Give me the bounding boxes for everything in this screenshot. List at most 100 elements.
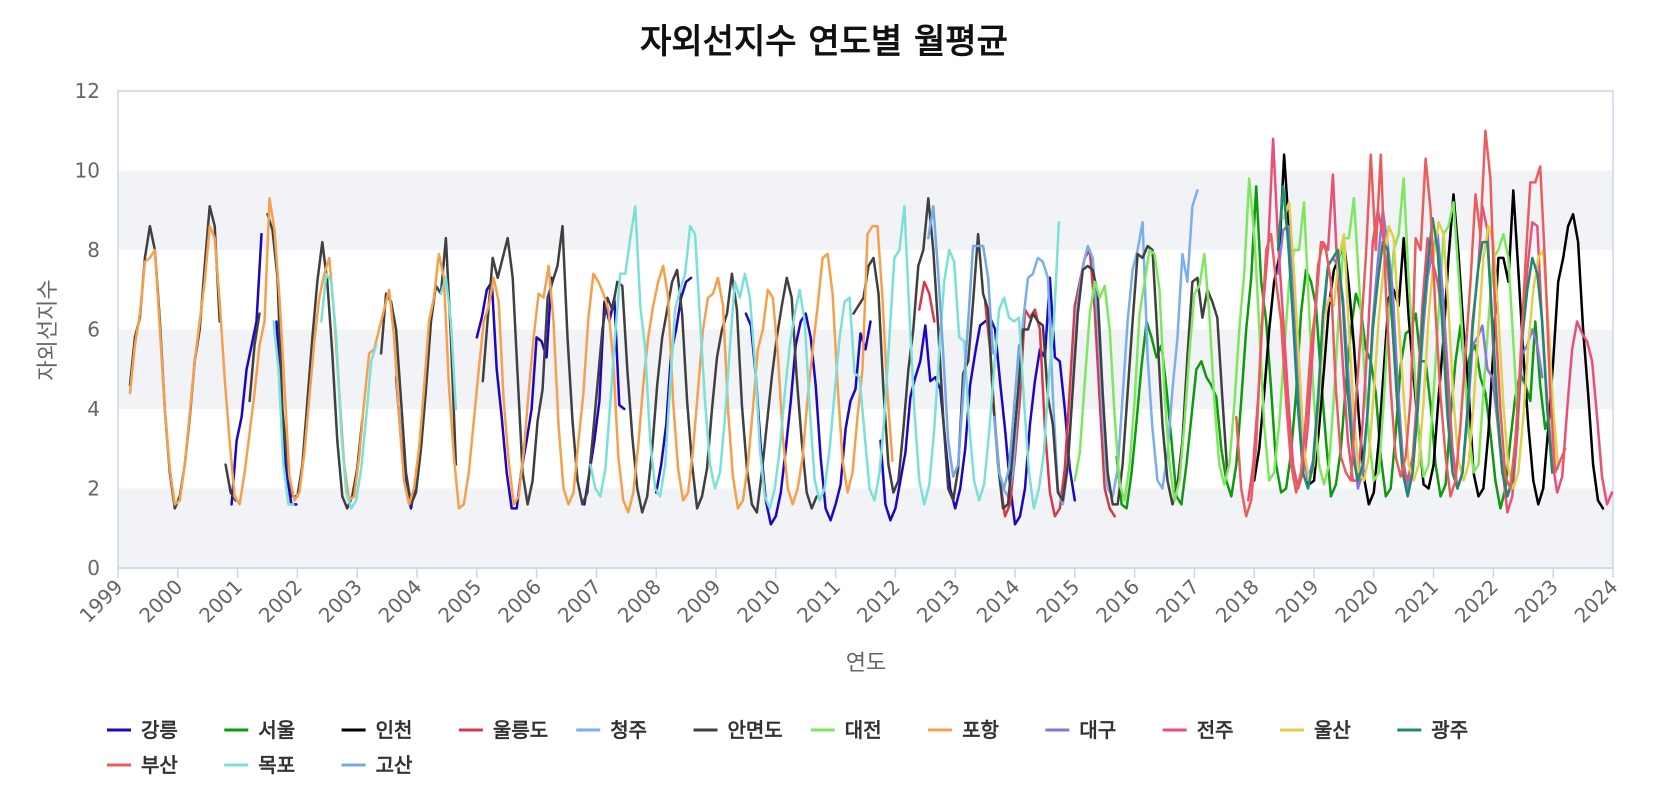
series-line <box>852 197 1229 510</box>
y-tick-label: 4 <box>87 397 100 421</box>
legend-label: 전주 <box>1197 718 1234 742</box>
legend-label: 청주 <box>610 718 647 742</box>
legend-label: 안면도 <box>728 718 783 742</box>
x-tick-label: 2019 <box>1271 575 1324 628</box>
y-tick-label: 10 <box>75 159 100 183</box>
x-tick-label: 1999 <box>75 575 128 628</box>
legend-item[interactable]: 대전 <box>810 718 882 742</box>
y-axis: 0 2 4 6 8 10 12 <box>75 79 100 580</box>
x-tick-label: 2007 <box>553 575 606 628</box>
x-tick-label: 2015 <box>1031 575 1084 628</box>
legend-item[interactable]: 인천 <box>341 718 413 742</box>
grid-band <box>118 170 1613 250</box>
x-tick-label: 2021 <box>1390 575 1443 628</box>
y-tick-label: 12 <box>75 79 100 103</box>
x-axis-title: 연도 <box>846 651 886 676</box>
x-tick-label: 2005 <box>433 575 486 628</box>
series-line <box>1276 185 1554 498</box>
series-lines <box>128 129 1614 526</box>
x-tick-label: 2004 <box>374 575 427 628</box>
legend-item[interactable]: 전주 <box>1162 718 1234 742</box>
legend-label: 고산 <box>376 753 413 777</box>
legend-item[interactable]: 울산 <box>1280 718 1351 742</box>
x-tick-label: 2024 <box>1570 575 1623 628</box>
series-포항 <box>128 197 894 514</box>
legend-label: 강릉 <box>141 718 178 742</box>
series-line <box>1252 153 1605 510</box>
series-line <box>744 312 872 526</box>
legend-item[interactable]: 안면도 <box>693 718 783 742</box>
series-line <box>1073 177 1520 502</box>
legend-item[interactable]: 대구 <box>1045 718 1116 742</box>
series-line <box>927 205 995 478</box>
x-tick-label: 2011 <box>792 575 845 628</box>
legend-item[interactable]: 고산 <box>341 753 413 777</box>
legend-label: 포항 <box>962 718 999 742</box>
x-tick-label: 2017 <box>1151 575 1204 628</box>
legend-label: 부산 <box>141 753 178 777</box>
legend-label: 서울 <box>258 718 295 742</box>
x-tick-label: 2018 <box>1211 575 1264 628</box>
x-tick-label: 2023 <box>1510 575 1563 628</box>
series-목포 <box>272 205 1061 510</box>
x-tick-label: 2014 <box>972 575 1025 628</box>
series-line <box>1282 201 1560 490</box>
series-청주 <box>1001 189 1199 506</box>
x-tick-label: 2003 <box>314 575 367 628</box>
x-tick-label: 2008 <box>613 575 666 628</box>
y-axis-title: 자외선지수 <box>36 279 61 380</box>
x-tick-label: 2022 <box>1450 575 1503 628</box>
series-대전 <box>1073 177 1520 502</box>
series-line <box>266 212 364 510</box>
series-울산 <box>1282 201 1560 490</box>
series-line <box>992 344 1021 490</box>
series-line <box>320 272 378 510</box>
x-axis: 1999 2000 2001 2002 2003 2004 2005 2006 2007 2008… <box>75 567 1623 628</box>
x-tick-label: 2006 <box>493 575 546 628</box>
x-tick-label: 2010 <box>732 575 785 628</box>
x-tick-label: 2009 <box>673 575 726 628</box>
x-tick-label: 2000 <box>134 575 187 628</box>
series-line <box>918 280 936 323</box>
x-tick-label: 2012 <box>852 575 905 628</box>
series-line <box>481 224 818 514</box>
legend-item[interactable]: 포항 <box>928 718 999 742</box>
series-line <box>379 236 458 506</box>
legend-item[interactable]: 목포 <box>224 753 295 777</box>
legend-item[interactable]: 서울 <box>224 718 295 742</box>
legend-item[interactable]: 광주 <box>1397 718 1468 742</box>
x-tick-label: 2001 <box>194 575 247 628</box>
series-line <box>272 320 295 506</box>
series-line <box>128 205 221 510</box>
legend-label: 목포 <box>258 753 295 777</box>
legend-item[interactable]: 울릉도 <box>458 718 548 742</box>
series-line <box>439 276 458 411</box>
legend-label: 울산 <box>1314 718 1351 742</box>
series-line <box>230 232 263 506</box>
legend-item[interactable]: 부산 <box>107 753 178 777</box>
legend-item[interactable]: 강릉 <box>107 718 178 742</box>
series-line <box>1001 189 1199 506</box>
y-tick-label: 0 <box>87 556 100 580</box>
legend-label: 대전 <box>845 718 882 742</box>
chart-title: 자외선지수 연도별 월평균 <box>640 22 1008 62</box>
legend-label: 대구 <box>1079 718 1116 742</box>
x-tick-label: 2020 <box>1330 575 1383 628</box>
legend-item[interactable]: 청주 <box>576 718 647 742</box>
x-tick-label: 2016 <box>1091 575 1144 628</box>
series-line <box>248 312 261 403</box>
x-tick-label: 2002 <box>254 575 307 628</box>
legend-label: 울릉도 <box>493 718 548 742</box>
series-광주 <box>1276 185 1554 498</box>
legend-label: 광주 <box>1431 718 1468 742</box>
y-tick-label: 2 <box>87 477 100 501</box>
series-line <box>589 205 1061 510</box>
series-인천 <box>1252 153 1605 510</box>
series-부산 <box>1235 129 1567 518</box>
series-line <box>128 197 894 514</box>
series-line <box>1235 129 1567 518</box>
series-서울 <box>1115 185 1552 510</box>
grid-band <box>118 488 1613 568</box>
